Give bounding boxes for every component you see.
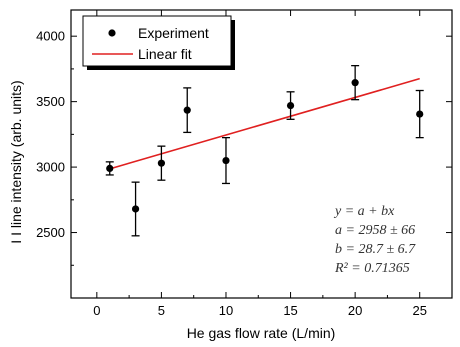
x-tick-label: 20 — [348, 303, 362, 318]
legend-marker-experiment — [108, 29, 116, 37]
fit-slope: b = 28.7 ± 6.7 — [335, 242, 416, 257]
x-axis: 0 5 10 15 20 25 — [93, 10, 427, 318]
y-axis-title: I I line intensity (arb. units) — [8, 80, 24, 243]
data-point — [416, 110, 424, 118]
data-point — [286, 101, 295, 110]
y-tick-label: 3500 — [36, 94, 65, 109]
legend-label-experiment: Experiment — [138, 25, 209, 41]
linear-fit-line — [109, 77, 420, 170]
x-axis-title: He gas flow rate (L/min) — [187, 325, 336, 341]
fit-intercept: a = 2958 ± 66 — [335, 223, 415, 238]
x-tick-label: 15 — [283, 303, 297, 318]
data-point — [351, 79, 359, 87]
fit-r-squared: R² = 0.71365 — [334, 261, 410, 276]
fit-equation: y = a + bx — [333, 204, 395, 219]
legend-box — [82, 15, 232, 67]
legend-label-linear-fit: Linear fit — [138, 46, 192, 62]
data-point — [183, 106, 191, 114]
data-point — [222, 156, 230, 165]
y-axis: 2500 3000 3500 4000 — [36, 29, 452, 266]
x-tick-label: 0 — [93, 303, 100, 318]
fit-layer — [109, 77, 420, 170]
x-tick-label: 10 — [219, 303, 233, 318]
data-point — [157, 159, 166, 167]
points-layer — [105, 64, 424, 237]
data-point — [106, 164, 114, 172]
y-tick-label: 3000 — [36, 160, 65, 175]
fit-annotation: y = a + bx a = 2958 ± 66 b = 28.7 ± 6.7 … — [333, 204, 416, 276]
plot-frame — [70, 9, 453, 299]
y-tick-label: 2500 — [36, 225, 65, 240]
y-tick-label: 4000 — [36, 29, 65, 44]
data-point — [131, 205, 140, 213]
legend: Experiment Linear fit — [82, 15, 235, 70]
x-tick-label: 5 — [158, 303, 165, 318]
x-tick-label: 25 — [412, 303, 426, 318]
